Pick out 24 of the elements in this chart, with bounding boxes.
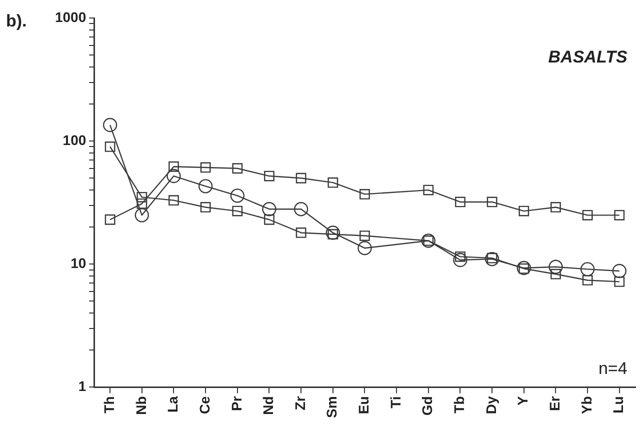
y-tick-label: 10 <box>70 255 86 271</box>
y-tick-label: 1 <box>78 378 86 394</box>
x-tick-label: Ti <box>387 396 404 408</box>
x-tick-label: Tb <box>451 396 468 414</box>
x-tick-label: Gd <box>419 396 436 416</box>
y-tick-label: 100 <box>62 132 86 148</box>
annotation: BASALTS <box>548 48 628 67</box>
annotation: n=4 <box>598 358 628 378</box>
x-tick-label: Ce <box>196 396 212 414</box>
x-tick-label: Sm <box>324 396 340 418</box>
x-tick-label: Lu <box>610 396 626 414</box>
text: b). <box>6 12 27 31</box>
x-tick-label: La <box>164 396 181 413</box>
x-tick-label: Er <box>546 396 563 412</box>
x-tick-label: Zr <box>292 396 308 410</box>
x-tick-label: Yb <box>578 396 594 414</box>
y-tick-label: 1000 <box>54 8 86 25</box>
x-tick-label: Nd <box>260 396 276 415</box>
x-tick-label: Pr <box>228 396 244 412</box>
x-tick-label: Th <box>100 396 117 414</box>
x-tick-label: Nb <box>132 396 149 415</box>
x-tick-label: Y <box>514 396 531 406</box>
x-tick-label: Dy <box>482 396 499 414</box>
x-tick-label: Eu <box>356 396 372 414</box>
